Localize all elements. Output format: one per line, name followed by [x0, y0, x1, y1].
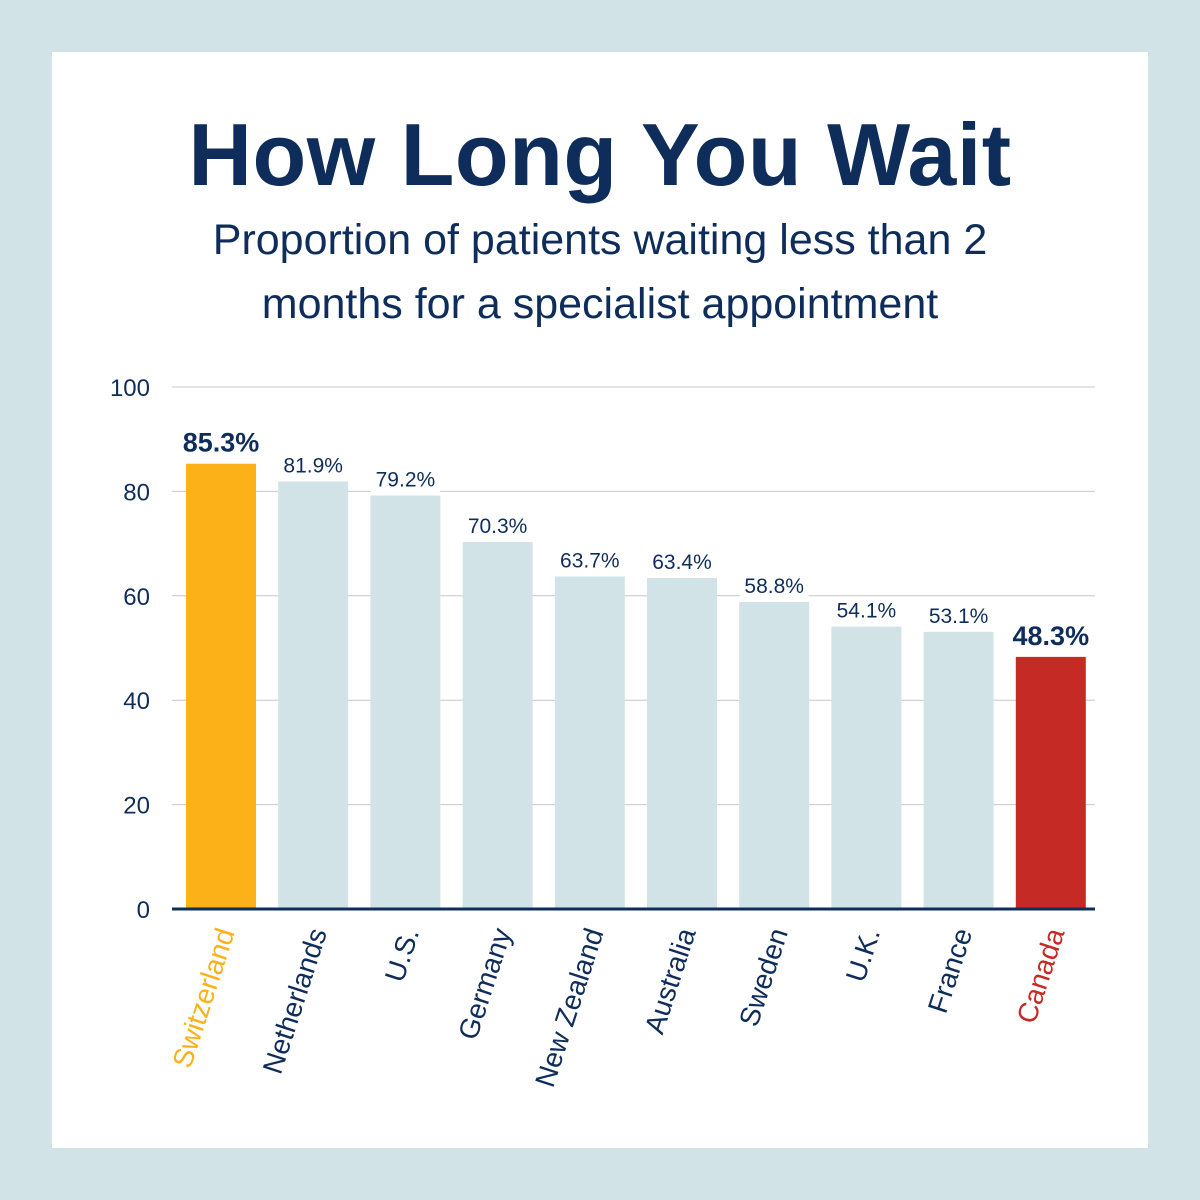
data-labels: 85.3% 81.9% 79.2% 70.3% 63.7% 63.4% 58.8% 54.1%… [178, 424, 1094, 653]
bars [186, 463, 1086, 909]
data-label-background [647, 548, 717, 578]
chart-title: How Long You Wait [188, 105, 1012, 204]
data-label-background [739, 572, 809, 602]
data-label-background [463, 512, 532, 542]
y-tick-label: 20 [123, 793, 150, 820]
bar [1015, 656, 1086, 909]
data-label-background [832, 596, 901, 626]
bar [462, 542, 533, 909]
x-tick-label: U.S. [379, 924, 425, 985]
bar [739, 602, 810, 909]
x-tick-label: Canada [1011, 924, 1071, 1027]
data-label: 79.2% [376, 469, 436, 492]
x-tick-label: Germany [452, 924, 517, 1043]
bar [186, 463, 256, 909]
chart-subtitle-line-1: Proportion of patients waiting less than… [212, 216, 988, 264]
x-tick-label: Sweden [733, 924, 794, 1030]
data-label: 54.1% [837, 600, 897, 623]
bar [923, 631, 994, 909]
x-tick-label: Switzerland [166, 924, 240, 1071]
x-tick-label: Netherlands [257, 924, 333, 1077]
data-label: 63.4% [652, 551, 712, 574]
data-label-background [178, 424, 264, 460]
bar [554, 576, 625, 909]
y-axis-ticks: 0 20 40 60 80 100 [110, 375, 150, 924]
chart-subtitle-line-2: months for a specialist appointment [261, 280, 939, 328]
y-tick-label: 80 [123, 479, 150, 506]
data-label-background [924, 601, 993, 631]
x-tick-label: Australia [639, 924, 702, 1038]
y-tick-label: 100 [110, 375, 150, 402]
data-label: 70.3% [468, 515, 528, 538]
data-label-background [278, 451, 348, 481]
x-axis-ticks: Switzerland Netherlands U.S. Germany New Zea… [166, 924, 1070, 1091]
data-label: 48.3% [1013, 621, 1090, 651]
bar [647, 578, 717, 909]
data-label: 81.9% [283, 454, 343, 477]
bar [831, 626, 902, 909]
bar [370, 495, 441, 909]
data-label: 63.7% [560, 549, 620, 572]
y-tick-label: 0 [137, 897, 150, 924]
data-label: 85.3% [183, 428, 260, 458]
data-label: 58.8% [744, 575, 804, 598]
data-label: 53.1% [929, 605, 989, 628]
data-label-background [371, 465, 440, 495]
x-tick-label: U.K. [840, 924, 886, 985]
y-tick-label: 40 [123, 688, 150, 715]
x-tick-label: France [922, 924, 978, 1016]
data-label-background [555, 546, 625, 576]
data-label-background [1008, 617, 1094, 653]
y-tick-label: 60 [123, 584, 150, 611]
x-tick-label: New Zealand [529, 924, 609, 1090]
bar [278, 481, 349, 909]
